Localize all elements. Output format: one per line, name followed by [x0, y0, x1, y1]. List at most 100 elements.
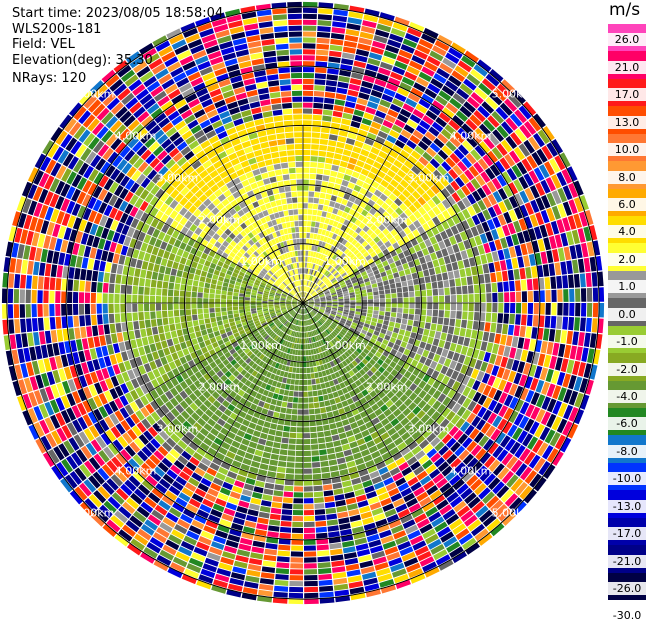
velocity-bin — [397, 313, 403, 318]
velocity-bin — [27, 333, 34, 347]
velocity-bin — [390, 284, 396, 289]
velocity-bin — [258, 438, 266, 445]
velocity-bin — [203, 303, 208, 308]
velocity-bin — [111, 263, 118, 273]
velocity-bin — [410, 303, 415, 308]
velocity-bin — [348, 436, 356, 443]
velocity-bin — [350, 306, 355, 309]
velocity-bin — [275, 580, 289, 586]
velocity-bin — [169, 317, 175, 324]
velocity-bin — [439, 303, 444, 310]
velocity-bin — [276, 562, 289, 568]
velocity-bin — [312, 132, 320, 138]
velocity-bin — [303, 368, 306, 373]
velocity-bin — [304, 546, 316, 551]
velocity-bin — [20, 319, 26, 333]
velocity-bin — [295, 457, 303, 462]
velocity-bin — [318, 438, 325, 444]
velocity-bin — [8, 304, 13, 318]
velocity-bin — [413, 321, 419, 327]
velocity-bin — [329, 176, 336, 182]
velocity-bin — [337, 457, 346, 464]
velocity-bin — [422, 350, 429, 358]
velocity-bin — [490, 323, 496, 333]
velocity-bin — [456, 286, 462, 294]
velocity-bin — [303, 156, 310, 161]
velocity-bin — [149, 255, 156, 264]
velocity-bin — [343, 149, 352, 156]
velocity-bin — [403, 336, 410, 343]
velocity-bin — [350, 177, 358, 184]
velocity-bin — [275, 574, 289, 580]
velocity-bin — [303, 409, 308, 414]
velocity-bin — [342, 541, 355, 548]
velocity-bin — [336, 403, 343, 410]
velocity-bin — [222, 315, 228, 320]
velocity-bin — [49, 291, 54, 303]
velocity-bin — [380, 294, 385, 298]
velocity-bin — [338, 305, 343, 307]
velocity-bin — [455, 278, 461, 286]
velocity-bin — [334, 153, 342, 160]
velocity-bin — [37, 304, 42, 317]
velocity-bin — [509, 347, 516, 358]
velocity-bin — [157, 281, 163, 289]
velocity-bin — [289, 439, 296, 445]
velocity-bin — [15, 259, 22, 273]
velocity-bin — [298, 344, 301, 349]
velocity-bin — [26, 275, 32, 289]
velocity-bin — [153, 334, 160, 342]
velocity-bin — [328, 393, 334, 399]
velocity-bin — [414, 285, 420, 291]
velocity-bin — [116, 323, 122, 333]
velocity-bin — [317, 163, 324, 169]
velocity-bin — [439, 296, 444, 303]
velocity-bin — [503, 346, 510, 357]
velocity-bin — [311, 150, 319, 156]
velocity-bin — [134, 330, 140, 339]
velocity-bin — [285, 384, 290, 390]
velocity-bin — [126, 295, 131, 304]
velocity-bin — [205, 283, 211, 289]
velocity-bin — [257, 305, 262, 308]
velocity-bin — [337, 512, 348, 519]
velocity-bin — [129, 331, 136, 340]
velocity-bin — [239, 306, 244, 309]
velocity-bin — [304, 563, 317, 568]
velocity-bin — [326, 188, 333, 194]
velocity-bin — [332, 117, 342, 124]
velocity-bin — [343, 174, 351, 181]
velocity-bin — [174, 283, 180, 290]
velocity-bin — [323, 395, 329, 401]
velocity-bin — [318, 562, 331, 568]
velocity-bin — [195, 331, 201, 338]
velocity-bin — [374, 303, 379, 307]
velocity-bin — [367, 313, 373, 317]
velocity-bin — [324, 430, 331, 436]
velocity-bin — [320, 193, 326, 199]
velocity-bin — [56, 278, 62, 290]
velocity-bin — [575, 303, 580, 316]
velocity-bin — [216, 316, 222, 321]
velocity-bin — [314, 497, 324, 503]
velocity-bin — [292, 522, 303, 527]
velocity-bin — [99, 335, 106, 346]
velocity-bin — [257, 518, 268, 525]
velocity-bin — [415, 291, 421, 297]
velocity-bin — [503, 314, 509, 324]
velocity-bin — [315, 67, 327, 73]
velocity-bin — [426, 283, 432, 290]
velocity-bin — [107, 252, 114, 263]
velocity-bin — [252, 492, 263, 499]
velocity-bin — [500, 335, 507, 346]
velocity-bin — [174, 304, 179, 310]
velocity-bin — [26, 318, 32, 332]
velocity-bin — [80, 327, 86, 338]
velocity-bin — [227, 311, 232, 315]
velocity-bin — [126, 304, 131, 313]
velocity-bin — [430, 252, 437, 260]
velocity-bin — [115, 274, 121, 284]
velocity-bin — [304, 528, 315, 533]
velocity-bin — [578, 332, 585, 346]
velocity-bin — [109, 294, 114, 303]
